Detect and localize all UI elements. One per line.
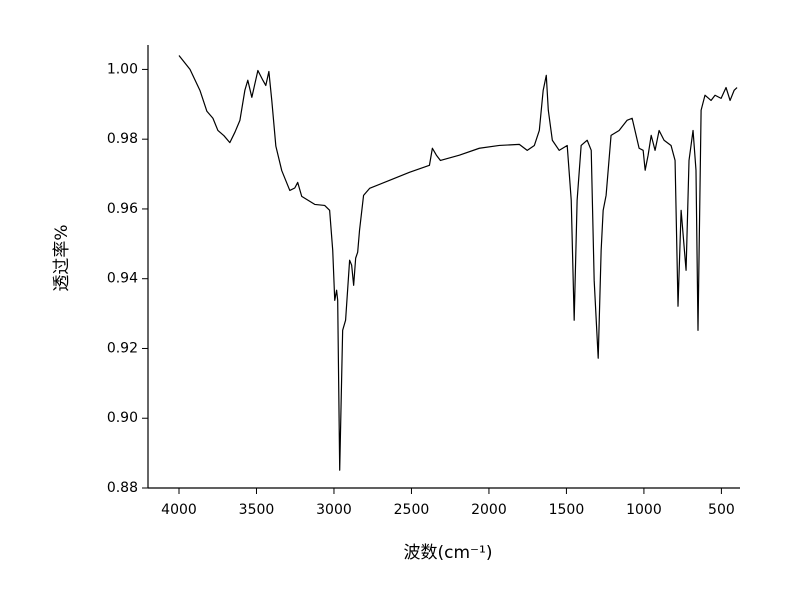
x-tick-label: 4000 bbox=[161, 502, 197, 518]
x-tick-label: 3500 bbox=[239, 502, 275, 518]
y-tick-label: 0.92 bbox=[107, 340, 138, 356]
y-tick-label: 0.98 bbox=[107, 131, 138, 147]
x-axis-title: 波数(cm⁻¹) bbox=[404, 543, 493, 563]
y-tick-label: 0.94 bbox=[107, 271, 138, 287]
y-tick-label: 0.96 bbox=[107, 201, 138, 217]
y-axis-title: 透过率% bbox=[52, 224, 72, 291]
x-tick-label: 1500 bbox=[549, 502, 585, 518]
x-tick-label: 1000 bbox=[626, 502, 662, 518]
y-tick-label: 0.90 bbox=[107, 410, 138, 426]
x-tick-label: 3000 bbox=[316, 502, 352, 518]
y-tick-label: 0.88 bbox=[107, 480, 138, 496]
x-tick-label: 2000 bbox=[471, 502, 507, 518]
x-tick-label: 500 bbox=[708, 502, 735, 518]
y-tick-label: 1.00 bbox=[107, 61, 138, 77]
x-tick-label: 2500 bbox=[394, 502, 430, 518]
spectrum-line bbox=[178, 55, 738, 471]
